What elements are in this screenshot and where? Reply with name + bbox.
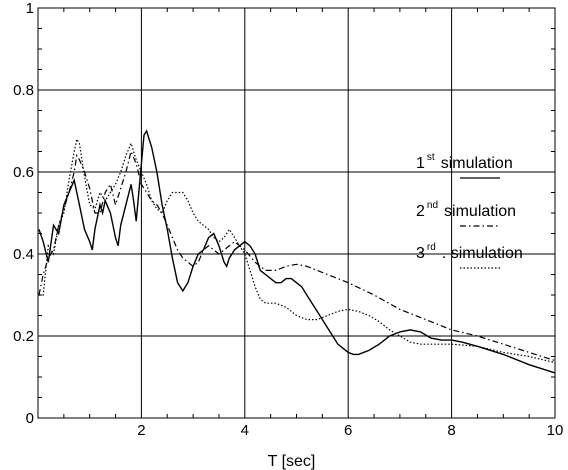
series-layer xyxy=(38,129,556,374)
series-line-3 xyxy=(39,137,556,364)
y-tick-label: 0.4 xyxy=(13,246,34,263)
x-tick-label: 10 xyxy=(547,422,564,439)
y-tick-label: 0 xyxy=(26,410,34,427)
x-tick-labels: 2 4 6 8 10 xyxy=(137,422,563,439)
y-tick-label: 1 xyxy=(26,0,34,17)
y-tick-label: 0.2 xyxy=(13,328,34,345)
y-tick-label: 0.6 xyxy=(13,164,34,181)
plot-frame xyxy=(37,7,556,419)
x-tick-label: 8 xyxy=(447,422,455,439)
y-tick-label: 0.8 xyxy=(13,82,34,99)
x-tick-label: 6 xyxy=(344,422,352,439)
x-tick-label: 4 xyxy=(241,422,249,439)
x-axis-title: T [sec] xyxy=(268,453,316,470)
series-line-1 xyxy=(38,129,556,374)
x-tick-label: 2 xyxy=(137,422,145,439)
y-tick-labels: 0 0.2 0.4 0.6 0.8 1 xyxy=(13,0,34,427)
